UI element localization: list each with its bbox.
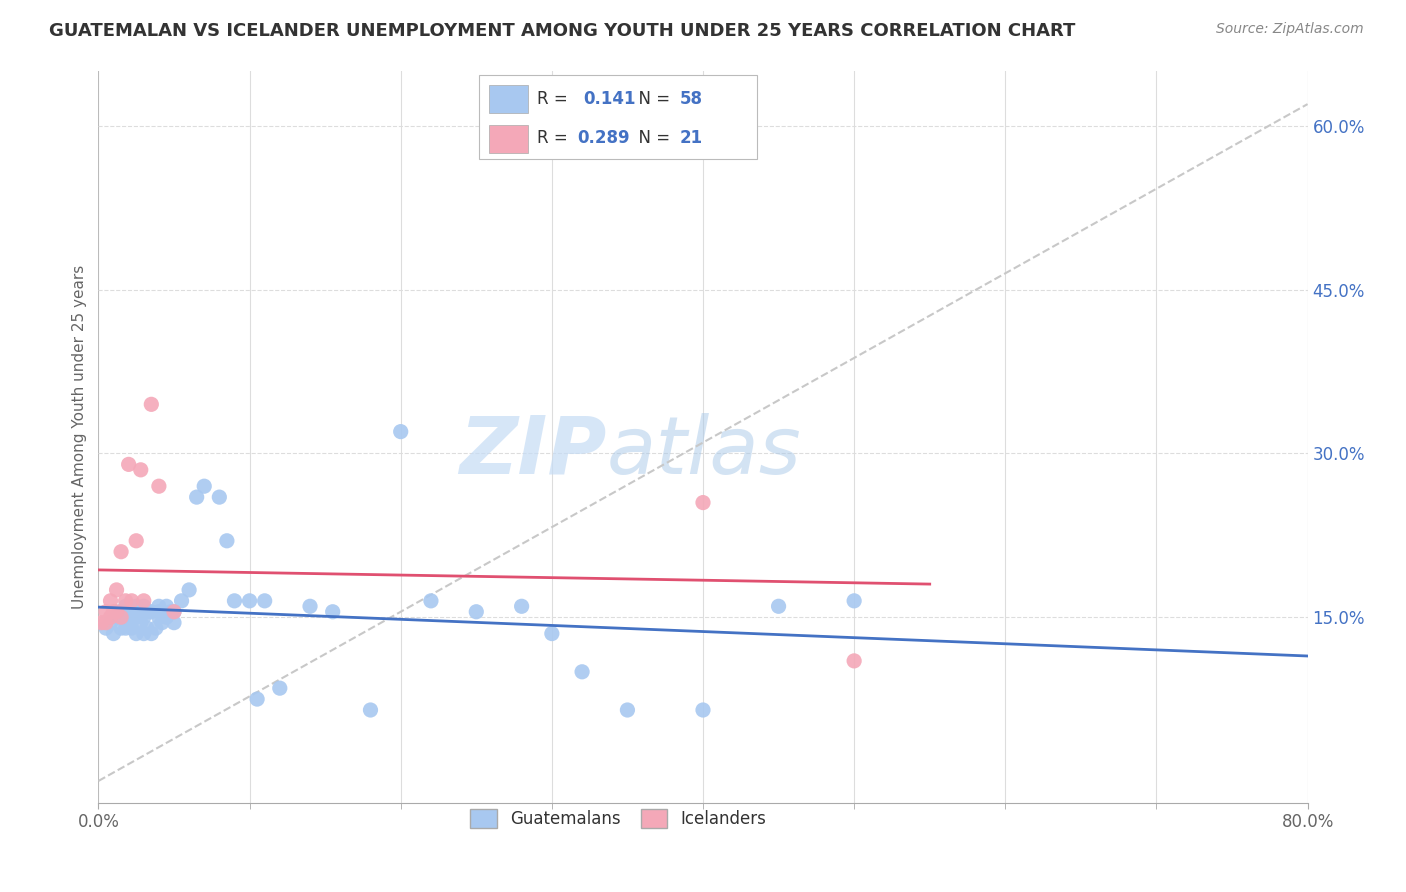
Point [239, 594, 262, 608]
Point [389, 425, 412, 439]
Point [121, 610, 143, 624]
Point [360, 703, 382, 717]
Point [155, 599, 177, 614]
Point [110, 610, 132, 624]
Point [208, 490, 231, 504]
FancyBboxPatch shape [479, 75, 758, 159]
Point [110, 605, 132, 619]
Point [148, 610, 170, 624]
Text: GUATEMALAN VS ICELANDER UNEMPLOYMENT AMONG YOUTH UNDER 25 YEARS CORRELATION CHAR: GUATEMALAN VS ICELANDER UNEMPLOYMENT AMO… [49, 22, 1076, 40]
Point [155, 610, 177, 624]
Point [193, 479, 215, 493]
Point [129, 463, 152, 477]
Point [132, 626, 155, 640]
Point [163, 615, 186, 630]
Text: 21: 21 [681, 129, 703, 147]
Point [114, 594, 136, 608]
Point [114, 621, 136, 635]
Point [571, 665, 593, 679]
Point [141, 626, 163, 640]
Point [224, 594, 246, 608]
Point [145, 621, 167, 635]
Point [100, 615, 122, 630]
Point [540, 626, 562, 640]
Point [121, 621, 143, 635]
Point [179, 582, 201, 597]
Text: 0.141: 0.141 [583, 89, 636, 108]
Text: Source: ZipAtlas.com: Source: ZipAtlas.com [1216, 22, 1364, 37]
Point [420, 594, 443, 608]
Point [100, 594, 122, 608]
FancyBboxPatch shape [489, 86, 527, 113]
Point [150, 615, 173, 630]
Point [135, 621, 157, 635]
Point [103, 626, 125, 640]
Point [129, 615, 152, 630]
Point [844, 654, 866, 668]
Point [148, 599, 170, 614]
Point [163, 605, 186, 619]
Point [125, 626, 148, 640]
Text: N =: N = [628, 89, 675, 108]
Point [269, 681, 291, 695]
FancyBboxPatch shape [489, 125, 527, 153]
Point [105, 582, 128, 597]
Point [121, 594, 143, 608]
Point [125, 610, 148, 624]
Point [186, 490, 208, 504]
Y-axis label: Unemployment Among Youth under 25 years: Unemployment Among Youth under 25 years [72, 265, 87, 609]
Point [94, 615, 117, 630]
Point [148, 479, 170, 493]
Point [246, 692, 269, 706]
Text: 0.289: 0.289 [578, 129, 630, 147]
Point [253, 594, 276, 608]
Point [510, 599, 533, 614]
Point [148, 605, 170, 619]
Point [170, 594, 193, 608]
Point [692, 495, 714, 509]
Point [125, 599, 148, 614]
Point [132, 594, 155, 608]
Point [114, 599, 136, 614]
Point [90, 615, 112, 630]
Point [118, 605, 141, 619]
Point [132, 599, 155, 614]
Point [118, 458, 141, 472]
Point [215, 533, 238, 548]
Point [94, 621, 117, 635]
Point [110, 621, 132, 635]
Point [465, 605, 488, 619]
Point [132, 610, 155, 624]
Point [135, 605, 157, 619]
Text: atlas: atlas [606, 413, 801, 491]
Point [141, 397, 163, 411]
Point [163, 605, 186, 619]
Point [322, 605, 344, 619]
Point [768, 599, 790, 614]
Point [616, 703, 638, 717]
Point [129, 605, 152, 619]
Point [94, 605, 117, 619]
Text: ZIP: ZIP [458, 413, 606, 491]
Point [125, 533, 148, 548]
Point [160, 605, 183, 619]
Point [118, 615, 141, 630]
Text: R =: R = [537, 89, 574, 108]
Point [844, 594, 866, 608]
Text: N =: N = [628, 129, 675, 147]
Point [105, 610, 128, 624]
Point [110, 545, 132, 559]
Text: R =: R = [537, 129, 574, 147]
Legend: Guatemalans, Icelanders: Guatemalans, Icelanders [464, 803, 773, 835]
Point [105, 605, 128, 619]
Point [299, 599, 322, 614]
Text: 58: 58 [681, 89, 703, 108]
Point [692, 703, 714, 717]
Point [103, 605, 125, 619]
Point [141, 605, 163, 619]
Point [100, 610, 122, 624]
